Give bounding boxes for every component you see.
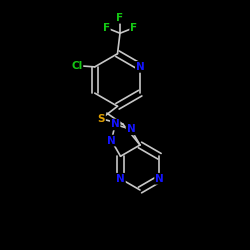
Text: N: N xyxy=(136,62,144,72)
Text: F: F xyxy=(116,13,123,23)
Text: N: N xyxy=(111,120,120,130)
Text: N: N xyxy=(155,174,164,184)
Text: N: N xyxy=(126,124,135,134)
Text: N: N xyxy=(116,174,125,184)
Text: F: F xyxy=(130,23,137,33)
Text: Cl: Cl xyxy=(71,61,83,71)
Text: F: F xyxy=(103,23,110,33)
Text: S: S xyxy=(98,114,105,124)
Text: N: N xyxy=(107,136,116,145)
